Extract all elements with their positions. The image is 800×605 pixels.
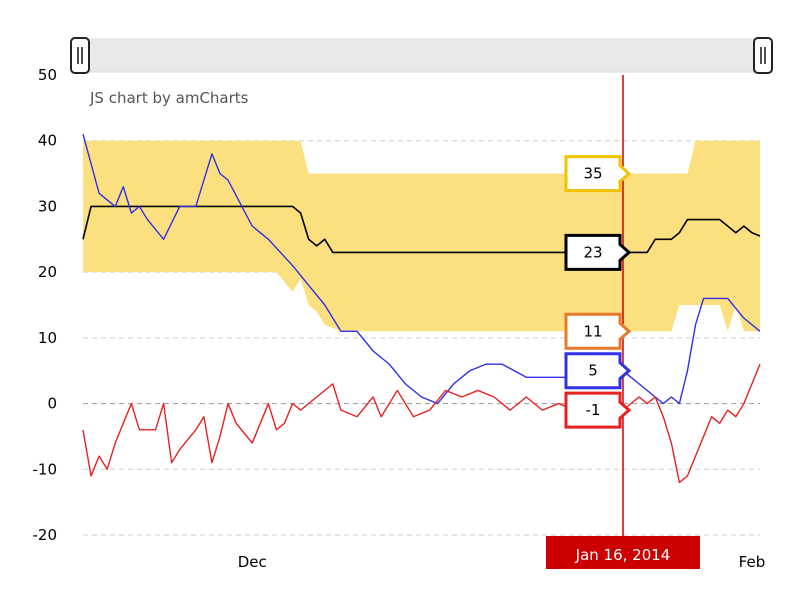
scrollbar-right-grip-box[interactable] [753,37,773,74]
y-tick-label: 0 [47,395,57,413]
cursor-date-box [545,536,700,569]
scrollbar-left-grip[interactable] [70,37,90,74]
series-red-balloon: -1 [564,391,632,429]
band-upper-balloon: 35 [564,155,632,193]
series-black-balloon-box [564,233,632,271]
y-tick-label: 50 [38,66,57,84]
series-line [82,363,761,484]
band-lower-balloon-box [564,312,632,350]
y-tick-label: -10 [33,460,58,478]
scrollbar-right-grip[interactable] [753,37,773,74]
band-lower-balloon: 11 [564,312,632,350]
scrollbar-left-grip-box[interactable] [70,37,90,74]
scrollbar-selection[interactable] [83,40,760,71]
y-tick-label: 20 [38,263,57,281]
band-upper-balloon-text: 35 [583,165,602,183]
series-red-balloon-text: -1 [586,401,601,419]
y-tick-label: -20 [33,526,58,544]
band-lower-balloon-text: 11 [583,322,602,340]
y-tick-label: 40 [38,132,57,150]
x-tick-label: Dec [238,553,267,571]
series-line [82,205,761,254]
y-tick-label: 10 [38,329,57,347]
series-line [82,133,761,405]
cursor-date-label: Jan 16, 2014 [575,546,671,564]
series-blue-balloon: 5 [564,352,632,390]
series-black-balloon-text: 23 [583,243,602,261]
series-black-balloon: 23 [564,233,632,271]
y-tick-label: 30 [38,197,57,215]
x-tick-label: Feb [739,553,766,571]
series-red-balloon-box [564,391,632,429]
chart-credit[interactable]: JS chart by amCharts [89,89,249,107]
range-band [83,140,760,332]
series-blue-balloon-box [564,352,632,390]
band-upper-balloon-box [564,155,632,193]
series-blue-balloon-text: 5 [588,362,598,380]
